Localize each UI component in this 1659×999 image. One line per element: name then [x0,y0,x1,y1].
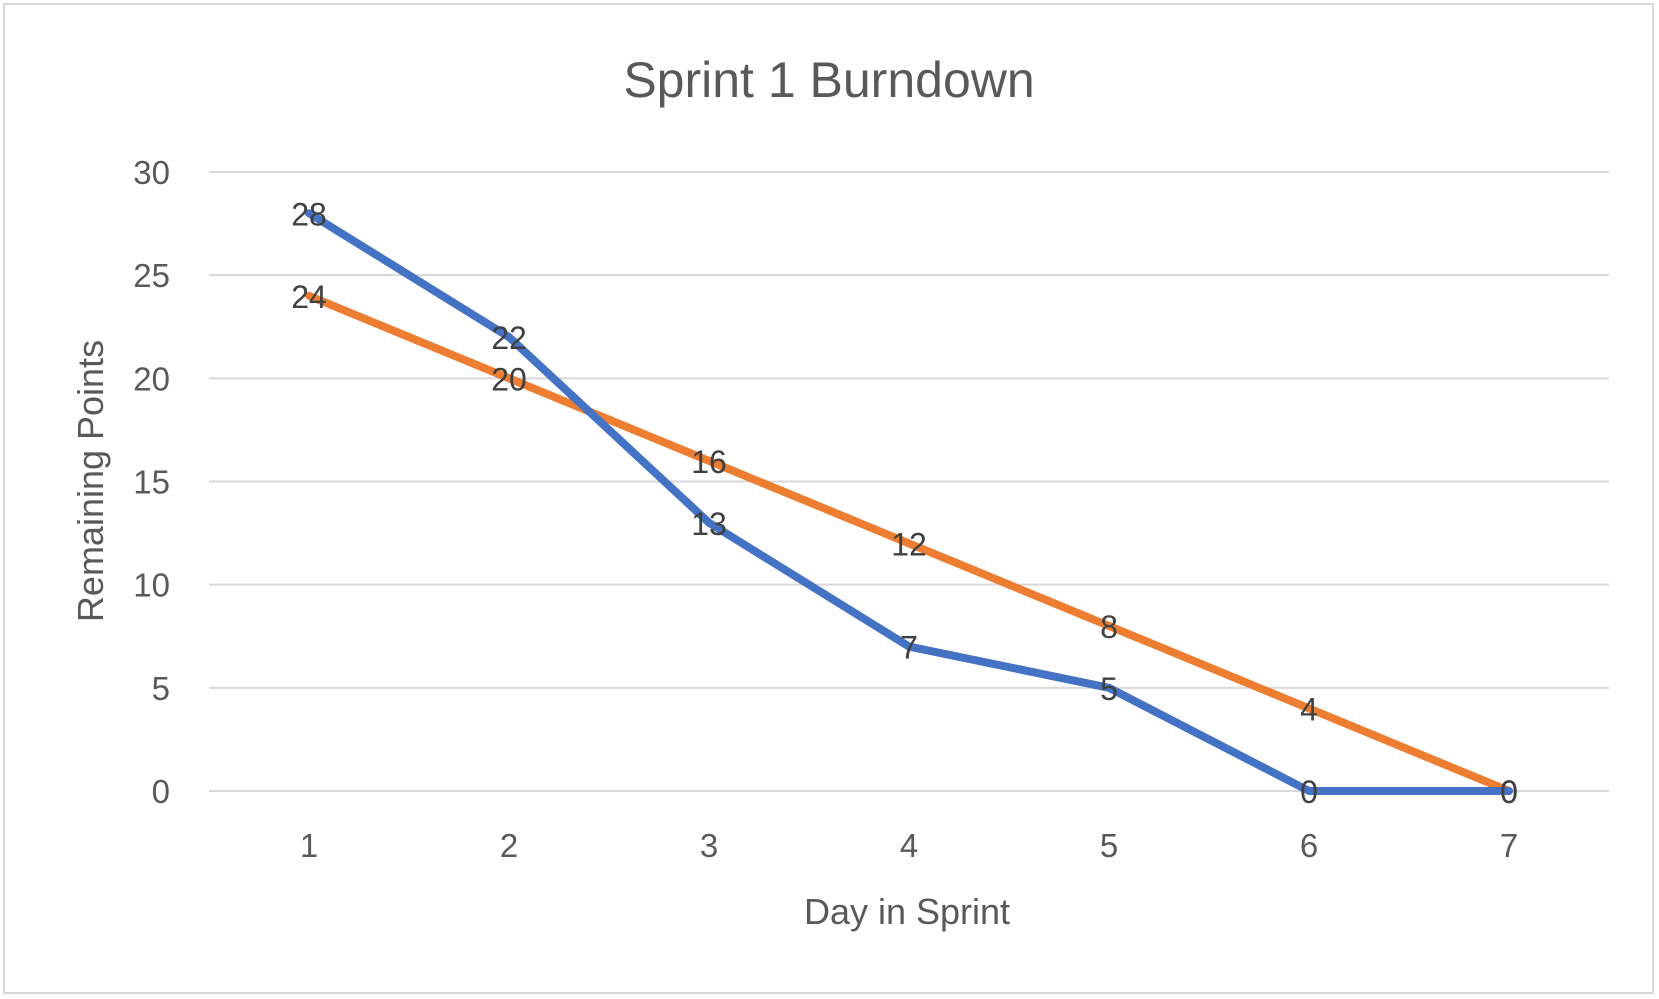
y-tick-label: 5 [152,670,170,707]
x-tick-label: 4 [900,827,918,864]
series-lines [305,209,1513,795]
data-label-series-1: 28 [291,196,327,232]
gridlines [209,171,1609,792]
y-axis-ticks: 0 5 10 15 20 25 30 [133,154,170,810]
series-line-1 [305,209,1513,795]
y-tick-label: 0 [152,773,170,810]
y-axis-title: Remaining Points [70,340,111,622]
x-tick-label: 2 [500,827,518,864]
data-label-series-1: 0 [1300,774,1318,810]
chart-title: Sprint 1 Burndown [623,52,1034,108]
x-tick-label: 5 [1100,827,1118,864]
data-label-series-1: 0 [1500,774,1518,810]
y-tick-label: 25 [133,257,170,294]
x-tick-label: 6 [1300,827,1318,864]
y-tick-label: 30 [133,154,170,191]
data-label-series-2: 24 [291,279,327,315]
x-axis-ticks: 1 2 3 4 5 6 7 [300,827,1518,864]
chart-frame [3,3,1654,994]
series-line-2 [305,291,1513,795]
data-label-series-2: 0 [1500,774,1518,810]
data-label-series-2: 12 [891,526,927,562]
data-label-series-2: 8 [1100,609,1118,645]
x-axis-title: Day in Sprint [804,891,1010,932]
data-label-series-1: 7 [900,630,918,666]
y-tick-label: 15 [133,464,170,501]
x-tick-label: 3 [700,827,718,864]
data-label-series-1: 5 [1100,671,1118,707]
y-tick-label: 10 [133,567,170,604]
x-tick-label: 1 [300,827,318,864]
data-label-series-2: 4 [1300,691,1318,727]
x-tick-label: 7 [1500,827,1518,864]
data-label-series-2: 20 [491,361,527,397]
data-label-series-1: 22 [491,320,527,356]
y-tick-label: 20 [133,360,170,397]
data-label-series-2: 16 [691,444,727,480]
data-label-series-1: 13 [691,506,727,542]
